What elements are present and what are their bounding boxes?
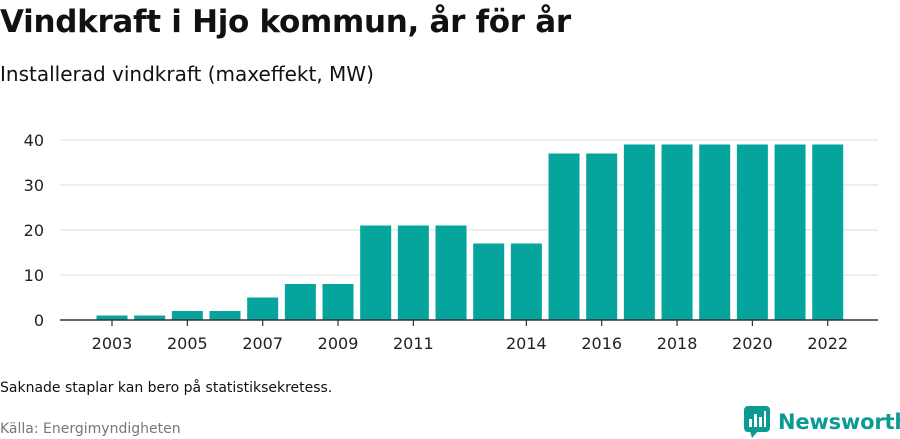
bar-2010 [360, 225, 392, 320]
x-tick-label: 2016 [581, 334, 622, 353]
bar-2007 [247, 297, 279, 320]
footnote: Saknade staplar kan bero på statistiksek… [0, 380, 333, 396]
bar-2018 [661, 144, 693, 320]
x-tick-label: 2009 [318, 334, 359, 353]
bar-2021 [774, 144, 806, 320]
bar-2022 [812, 144, 844, 320]
x-tick-label: 2003 [92, 334, 133, 353]
bar-2011 [397, 225, 429, 320]
source-text: Källa: Energimyndigheten [0, 421, 181, 437]
bar-2004 [134, 315, 166, 320]
bar-2009 [322, 284, 354, 320]
bars [60, 144, 878, 321]
bar-2015 [548, 153, 580, 320]
bar-2020 [736, 144, 768, 320]
x-tick-label: 2011 [393, 334, 434, 353]
x-tick-label: 2007 [242, 334, 283, 353]
y-tick-label: 10 [24, 266, 44, 285]
bar-2016 [586, 153, 618, 320]
bar-2012 [435, 225, 467, 320]
chart-subtitle: Installerad vindkraft (maxeffekt, MW) [0, 62, 374, 86]
bar-2006 [209, 311, 241, 320]
bar-2013 [473, 243, 505, 320]
chart-title: Vindkraft i Hjo kommun, år för år [0, 4, 571, 40]
brand-name: Newsworthy [778, 410, 900, 434]
bar-2014 [510, 243, 542, 320]
bar-2003 [96, 315, 128, 320]
bar-2008 [284, 284, 316, 320]
bar-2005 [171, 311, 203, 320]
y-axis-ticks: 0 10 20 30 40 [24, 131, 44, 330]
y-tick-label: 30 [24, 176, 44, 195]
x-tick-label: 2022 [807, 334, 848, 353]
x-tick-label: 2014 [506, 334, 547, 353]
x-tick-label: 2020 [732, 334, 773, 353]
x-tick-label: 2018 [657, 334, 698, 353]
x-tick-label: 2005 [167, 334, 208, 353]
bar-2017 [623, 144, 655, 320]
x-axis-ticks: 2003 2005 2007 2009 2011 2014 2016 2018 2020 2022 [92, 320, 848, 353]
bar-chart-speech-icon [744, 406, 770, 438]
bar-2019 [699, 144, 731, 320]
y-tick-label: 0 [34, 311, 44, 330]
y-tick-label: 40 [24, 131, 44, 150]
y-tick-label: 20 [24, 221, 44, 240]
brand-logo: Newsworthy [744, 406, 900, 438]
